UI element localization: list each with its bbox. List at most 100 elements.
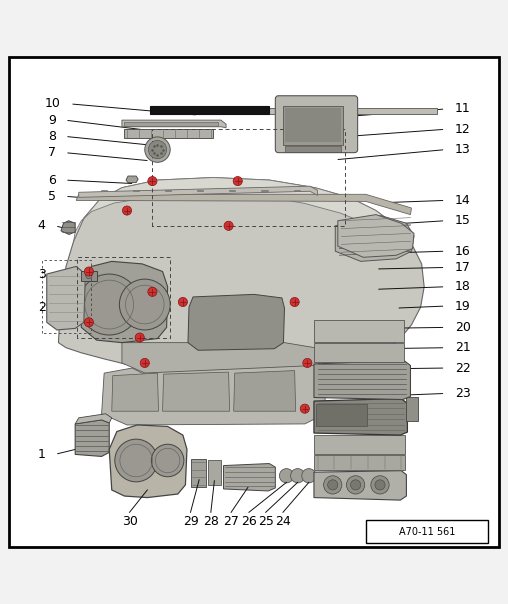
Circle shape [115, 439, 157, 482]
Text: 20: 20 [455, 321, 470, 334]
Bar [316, 403, 367, 426]
Circle shape [302, 469, 316, 483]
Bar [314, 435, 405, 454]
Polygon shape [58, 178, 424, 373]
Polygon shape [61, 220, 75, 234]
Polygon shape [47, 266, 85, 330]
Polygon shape [335, 216, 414, 262]
Bar [285, 146, 341, 152]
Text: A70-11 561: A70-11 561 [399, 527, 455, 537]
Bar [285, 108, 341, 143]
Text: 22: 22 [455, 362, 470, 374]
Circle shape [324, 476, 342, 494]
Circle shape [351, 480, 361, 490]
Bar [124, 121, 218, 126]
Bar [81, 271, 97, 281]
Text: 4: 4 [38, 219, 46, 233]
Circle shape [84, 267, 93, 276]
Text: 19: 19 [455, 300, 470, 312]
Circle shape [233, 176, 242, 185]
Polygon shape [314, 399, 407, 435]
Polygon shape [76, 194, 411, 214]
Polygon shape [338, 214, 414, 257]
FancyBboxPatch shape [275, 96, 358, 153]
Circle shape [151, 444, 184, 477]
Text: 15: 15 [455, 214, 470, 227]
Polygon shape [314, 471, 406, 500]
Text: 1: 1 [38, 448, 46, 461]
Text: 14: 14 [455, 194, 470, 207]
Text: 7: 7 [48, 146, 56, 159]
Polygon shape [75, 414, 112, 424]
Bar [406, 397, 418, 422]
Polygon shape [314, 361, 410, 399]
Polygon shape [224, 463, 275, 491]
Polygon shape [74, 178, 411, 251]
Polygon shape [81, 262, 168, 342]
Text: 29: 29 [182, 515, 199, 528]
Bar [283, 106, 343, 144]
Polygon shape [112, 373, 158, 411]
Polygon shape [102, 365, 325, 425]
Circle shape [148, 288, 157, 297]
Text: 21: 21 [455, 341, 470, 354]
Text: 24: 24 [275, 515, 291, 528]
Text: 10: 10 [45, 97, 61, 111]
Text: 6: 6 [48, 173, 56, 187]
Text: 11: 11 [455, 103, 470, 115]
Text: 8: 8 [48, 130, 56, 143]
Text: 30: 30 [121, 515, 138, 528]
Bar [124, 129, 213, 138]
Text: 13: 13 [455, 143, 470, 156]
Polygon shape [163, 372, 230, 411]
Polygon shape [188, 294, 284, 350]
Circle shape [84, 318, 93, 327]
Text: 25: 25 [258, 515, 274, 528]
Bar [190, 460, 206, 487]
Circle shape [178, 297, 187, 307]
Circle shape [79, 274, 140, 335]
Circle shape [119, 279, 170, 330]
Circle shape [140, 358, 149, 367]
Polygon shape [234, 371, 296, 411]
Polygon shape [122, 342, 320, 376]
Circle shape [122, 206, 132, 215]
Polygon shape [109, 425, 187, 498]
Polygon shape [75, 420, 109, 457]
Circle shape [300, 404, 309, 413]
Polygon shape [126, 176, 138, 182]
Text: 17: 17 [455, 261, 470, 274]
Circle shape [290, 297, 299, 307]
Text: 2: 2 [38, 301, 46, 313]
Bar [314, 342, 404, 362]
Circle shape [148, 141, 167, 159]
Text: 28: 28 [203, 515, 219, 528]
Text: 18: 18 [455, 280, 470, 294]
Text: 16: 16 [455, 245, 470, 258]
Circle shape [224, 221, 233, 230]
Circle shape [303, 358, 312, 367]
Text: 27: 27 [223, 515, 239, 528]
Polygon shape [79, 186, 318, 198]
Circle shape [375, 480, 385, 490]
Text: 23: 23 [455, 387, 470, 400]
Bar [366, 521, 488, 544]
Circle shape [135, 333, 144, 342]
Circle shape [148, 176, 157, 185]
Text: 12: 12 [455, 123, 470, 136]
Text: 3: 3 [38, 268, 46, 281]
Circle shape [279, 469, 294, 483]
Circle shape [145, 137, 170, 162]
Text: 26: 26 [241, 515, 257, 528]
Circle shape [371, 476, 389, 494]
Text: 5: 5 [48, 190, 56, 203]
Circle shape [328, 480, 338, 490]
Polygon shape [122, 120, 226, 128]
Text: 9: 9 [48, 114, 56, 127]
Circle shape [291, 469, 305, 483]
Polygon shape [150, 106, 269, 114]
Bar [314, 320, 404, 342]
Bar [314, 455, 405, 470]
Bar [208, 460, 221, 485]
Circle shape [346, 476, 365, 494]
